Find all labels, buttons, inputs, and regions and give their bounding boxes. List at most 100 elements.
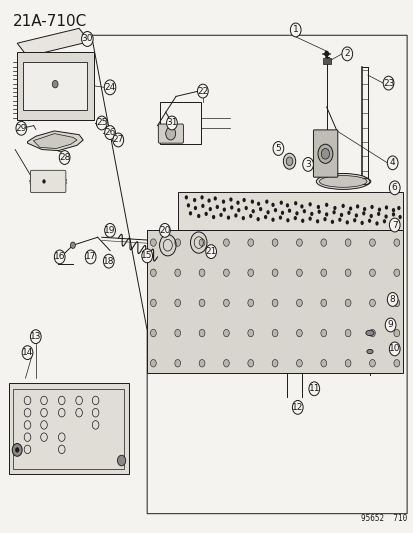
Circle shape xyxy=(320,360,326,367)
Text: 6: 6 xyxy=(391,183,396,192)
Circle shape xyxy=(294,211,298,215)
Circle shape xyxy=(208,207,211,211)
Circle shape xyxy=(70,242,75,248)
Ellipse shape xyxy=(366,350,372,354)
Circle shape xyxy=(16,122,26,135)
Circle shape xyxy=(81,31,93,46)
Circle shape xyxy=(174,269,180,277)
FancyBboxPatch shape xyxy=(158,124,183,143)
Circle shape xyxy=(199,239,204,246)
Circle shape xyxy=(234,213,237,217)
Text: 21: 21 xyxy=(205,247,216,256)
Circle shape xyxy=(316,205,319,209)
FancyBboxPatch shape xyxy=(322,58,330,64)
Circle shape xyxy=(395,220,399,224)
Polygon shape xyxy=(27,131,83,151)
FancyBboxPatch shape xyxy=(23,62,87,110)
Text: 29: 29 xyxy=(16,124,27,133)
Circle shape xyxy=(42,179,45,183)
Text: 12: 12 xyxy=(292,403,303,412)
Circle shape xyxy=(174,299,180,306)
Circle shape xyxy=(384,214,387,219)
Circle shape xyxy=(193,206,197,210)
Circle shape xyxy=(354,213,357,217)
Circle shape xyxy=(396,206,399,210)
Circle shape xyxy=(266,210,269,214)
Circle shape xyxy=(282,154,295,169)
Circle shape xyxy=(389,181,399,195)
Circle shape xyxy=(104,126,115,140)
Ellipse shape xyxy=(365,330,373,336)
Circle shape xyxy=(308,202,311,206)
Text: 7: 7 xyxy=(391,221,396,230)
Circle shape xyxy=(389,218,399,232)
Text: 31: 31 xyxy=(166,118,177,127)
Text: 2: 2 xyxy=(344,50,349,58)
Text: 22: 22 xyxy=(197,86,208,95)
Circle shape xyxy=(52,80,58,88)
Text: 14: 14 xyxy=(22,348,33,357)
Circle shape xyxy=(247,239,253,246)
Circle shape xyxy=(22,346,33,360)
Circle shape xyxy=(184,195,188,199)
Circle shape xyxy=(308,216,311,221)
Polygon shape xyxy=(178,192,402,230)
Text: 18: 18 xyxy=(103,257,114,265)
Circle shape xyxy=(271,360,277,367)
Circle shape xyxy=(186,203,190,207)
Circle shape xyxy=(104,80,116,95)
Circle shape xyxy=(278,215,281,220)
Circle shape xyxy=(344,269,350,277)
Circle shape xyxy=(199,299,204,306)
Circle shape xyxy=(393,360,399,367)
Text: 27: 27 xyxy=(112,135,123,144)
Text: 1: 1 xyxy=(292,26,298,35)
Polygon shape xyxy=(147,230,402,373)
Circle shape xyxy=(320,269,326,277)
Circle shape xyxy=(296,299,301,306)
Circle shape xyxy=(271,269,277,277)
Circle shape xyxy=(205,245,216,259)
Circle shape xyxy=(320,239,326,246)
Circle shape xyxy=(150,299,156,306)
Circle shape xyxy=(324,212,328,216)
Circle shape xyxy=(352,218,356,222)
Circle shape xyxy=(369,239,375,246)
Circle shape xyxy=(30,330,41,344)
Circle shape xyxy=(15,447,19,453)
Circle shape xyxy=(150,239,156,246)
Circle shape xyxy=(323,51,328,57)
Circle shape xyxy=(207,198,210,203)
Circle shape xyxy=(391,212,394,216)
Circle shape xyxy=(369,269,375,277)
Circle shape xyxy=(104,223,115,237)
Polygon shape xyxy=(9,383,128,474)
Circle shape xyxy=(293,201,297,205)
Circle shape xyxy=(199,269,204,277)
Circle shape xyxy=(273,208,276,212)
Circle shape xyxy=(320,299,326,306)
Circle shape xyxy=(332,210,335,214)
Circle shape xyxy=(279,200,282,205)
Text: 30: 30 xyxy=(81,35,93,44)
Circle shape xyxy=(337,217,341,222)
Circle shape xyxy=(389,222,392,226)
Circle shape xyxy=(332,206,336,210)
Text: 17: 17 xyxy=(85,253,96,261)
Circle shape xyxy=(211,215,215,219)
Circle shape xyxy=(219,213,222,217)
Circle shape xyxy=(293,216,296,220)
Circle shape xyxy=(59,151,70,165)
Circle shape xyxy=(150,269,156,277)
Circle shape xyxy=(192,198,196,202)
Circle shape xyxy=(324,203,328,207)
Circle shape xyxy=(222,207,225,212)
Circle shape xyxy=(142,249,152,263)
Circle shape xyxy=(344,299,350,306)
Circle shape xyxy=(223,299,229,306)
Circle shape xyxy=(223,269,229,277)
Circle shape xyxy=(317,209,320,214)
Circle shape xyxy=(113,133,123,147)
Circle shape xyxy=(393,269,399,277)
Text: 20: 20 xyxy=(159,226,170,235)
